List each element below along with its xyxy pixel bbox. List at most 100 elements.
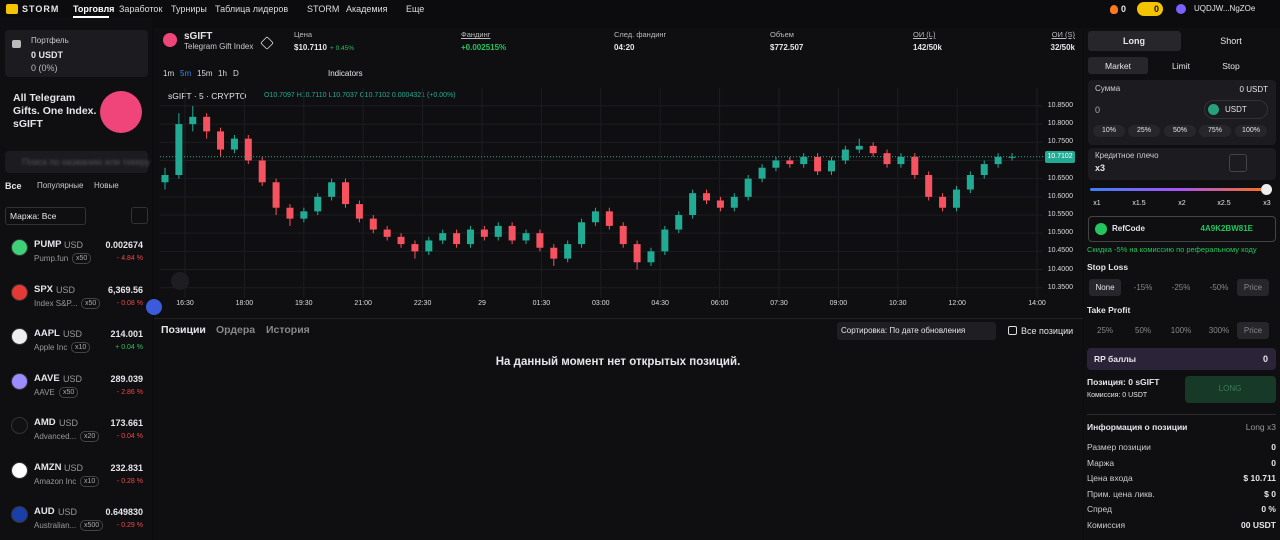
percent-label[interactable]: 100%: [1242, 127, 1260, 134]
leverage-knob[interactable]: [1261, 184, 1272, 195]
asset-icon[interactable]: [11, 239, 28, 256]
stat-extra: + 0.45%: [330, 45, 355, 52]
sort-select[interactable]: [837, 322, 996, 340]
x-tick-label: 07:30: [770, 300, 788, 307]
tp-option[interactable]: 25%: [1096, 326, 1114, 335]
order-type[interactable]: Market: [1105, 61, 1131, 71]
filter-tab[interactable]: Новые: [94, 181, 119, 190]
interval[interactable]: D: [233, 69, 239, 78]
nav-item[interactable]: Заработок: [119, 4, 163, 14]
nav-item[interactable]: Таблица лидеров: [215, 4, 289, 14]
side-tab[interactable]: Long: [1123, 36, 1145, 46]
asset-icon[interactable]: [11, 461, 28, 479]
collapse-button[interactable]: [146, 299, 162, 315]
nav-item[interactable]: STORM: [307, 4, 340, 14]
asset-ticker[interactable]: AUD: [34, 506, 55, 517]
search-box[interactable]: [5, 151, 148, 173]
instrument-ticker: sGIFT: [184, 31, 213, 42]
asset-ticker[interactable]: PUMP: [34, 239, 62, 250]
points-badge: [1137, 2, 1163, 16]
side-tab[interactable]: Short: [1220, 36, 1242, 46]
sl-option[interactable]: Price: [1243, 283, 1263, 292]
tp-pill[interactable]: [1237, 322, 1269, 339]
info-row-label: Спред: [1087, 504, 1112, 515]
order-type[interactable]: Limit: [1172, 61, 1190, 71]
stat-label: Цена: [294, 30, 313, 39]
nav-item[interactable]: Академия: [346, 4, 388, 14]
interval[interactable]: 1m: [163, 69, 175, 78]
tp-option[interactable]: 300%: [1208, 326, 1230, 335]
asset-ticker[interactable]: AAVE: [34, 372, 60, 384]
asset-icon[interactable]: [11, 372, 28, 390]
leverage-mark: x1: [1093, 200, 1101, 207]
sl-option[interactable]: None: [1095, 283, 1115, 292]
asset-price: 6,369.56: [107, 284, 143, 295]
asset-icon[interactable]: [11, 328, 28, 345]
positions-tab[interactable]: История: [266, 324, 310, 336]
avatar: [1176, 4, 1186, 14]
sort-button[interactable]: [131, 207, 148, 224]
asset-ticker[interactable]: AMZN: [34, 461, 62, 473]
search-placeholder: Поиск по названию или тикеру: [22, 157, 151, 167]
interval[interactable]: 5m: [180, 69, 192, 78]
all-checkbox[interactable]: [1008, 326, 1017, 335]
asset-quote: USD: [58, 507, 78, 517]
percent-pill[interactable]: [1128, 125, 1160, 137]
long-tab[interactable]: [1088, 31, 1181, 51]
asset-ticker[interactable]: AAPL: [34, 328, 60, 339]
x-tick-label: 09:00: [829, 300, 848, 307]
margin-label[interactable]: Маржа: Все: [10, 211, 57, 221]
tp-option[interactable]: 50%: [1134, 326, 1152, 335]
nav-item[interactable]: Торговля: [73, 4, 115, 14]
wallet[interactable]: UQDJW...NgZOe: [1194, 4, 1256, 13]
asset-ticker[interactable]: AMD: [34, 417, 56, 428]
streak-value: 0: [1121, 4, 1127, 14]
sl-pill[interactable]: [1089, 279, 1121, 296]
interval[interactable]: 1h: [218, 69, 227, 78]
asset-ticker[interactable]: SPX: [34, 283, 54, 295]
asset-leverage: x50: [81, 297, 101, 309]
sl-pill[interactable]: [1237, 279, 1269, 296]
percent-label[interactable]: 10%: [1101, 127, 1117, 134]
percent-label[interactable]: 25%: [1136, 127, 1152, 134]
percent-pill[interactable]: [1199, 125, 1231, 137]
asset-icon[interactable]: [11, 417, 28, 434]
order-type[interactable]: Stop: [1222, 61, 1240, 71]
banner-icon[interactable]: [100, 91, 142, 133]
percent-label[interactable]: 50%: [1172, 127, 1188, 134]
info-row-label: Цена входа: [1087, 473, 1133, 484]
filter-tab[interactable]: Все: [5, 181, 22, 191]
percent-pill[interactable]: [1093, 125, 1125, 137]
positions-tab[interactable]: Ордера: [216, 324, 256, 336]
asset-icon[interactable]: [11, 283, 28, 301]
percent-label[interactable]: 75%: [1207, 127, 1223, 134]
currency-select[interactable]: [1204, 100, 1268, 119]
asset-leverage: x500: [80, 520, 104, 531]
asset-name: Advanced...: [34, 432, 77, 441]
tp-option[interactable]: 100%: [1170, 326, 1192, 335]
asset-change: - 0.04 %: [116, 433, 143, 440]
sl-option[interactable]: -25%: [1171, 283, 1191, 292]
long-button-label[interactable]: LONG: [1218, 384, 1242, 393]
nav-item[interactable]: Турниры: [171, 4, 207, 14]
indicators-button[interactable]: Indicators: [328, 69, 363, 78]
asset-icon[interactable]: [11, 506, 28, 523]
nav-item[interactable]: Еще: [406, 4, 425, 14]
leverage-mark: x2.5: [1217, 200, 1231, 207]
margin-select[interactable]: [5, 207, 86, 225]
y-tick-label: 10.5500: [1047, 211, 1073, 218]
percent-pill[interactable]: [1164, 125, 1196, 137]
percent-pill[interactable]: [1235, 125, 1267, 137]
sl-option[interactable]: -15%: [1133, 283, 1153, 292]
long-button[interactable]: [1185, 376, 1276, 403]
sl-option[interactable]: -50%: [1209, 283, 1229, 292]
market-tab[interactable]: [1088, 57, 1148, 74]
instrument-name: Telegram Gift Index: [184, 42, 254, 51]
tp-option[interactable]: Price: [1243, 326, 1263, 335]
all-positions-label[interactable]: Все позиции: [1021, 326, 1074, 336]
filter-tab[interactable]: Популярные: [37, 181, 84, 190]
positions-tab[interactable]: Позиции: [161, 324, 206, 336]
interval[interactable]: 15m: [197, 69, 213, 78]
info-row-label: Маржа: [1087, 457, 1115, 468]
leverage-minus[interactable]: [1229, 154, 1247, 172]
